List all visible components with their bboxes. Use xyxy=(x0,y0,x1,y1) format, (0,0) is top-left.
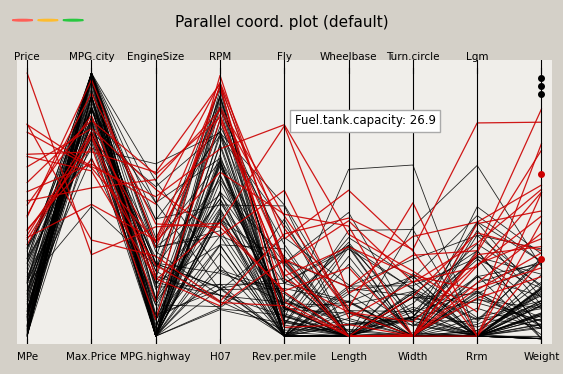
Text: RPM: RPM xyxy=(209,52,231,62)
Text: Rev.per.mile: Rev.per.mile xyxy=(252,352,316,362)
Text: MPG.city: MPG.city xyxy=(69,52,114,62)
Text: Weight: Weight xyxy=(523,352,560,362)
Text: Turn.circle: Turn.circle xyxy=(386,52,440,62)
Text: Fly: Fly xyxy=(277,52,292,62)
Text: Lgm: Lgm xyxy=(466,52,489,62)
Text: Rrm: Rrm xyxy=(466,352,488,362)
Text: Price: Price xyxy=(15,52,40,62)
Text: Parallel coord. plot (default): Parallel coord. plot (default) xyxy=(175,15,388,30)
Text: MPe: MPe xyxy=(17,352,38,362)
Text: H07: H07 xyxy=(209,352,230,362)
Text: Max.Price: Max.Price xyxy=(66,352,117,362)
Text: Fuel.tank.capacity: 26.9: Fuel.tank.capacity: 26.9 xyxy=(294,114,436,128)
Text: Wheelbase: Wheelbase xyxy=(320,52,377,62)
Circle shape xyxy=(63,19,83,21)
Circle shape xyxy=(38,19,58,21)
Text: Width: Width xyxy=(397,352,428,362)
Text: EngineSize: EngineSize xyxy=(127,52,184,62)
Text: Length: Length xyxy=(330,352,367,362)
Circle shape xyxy=(12,19,33,21)
Text: MPG.highway: MPG.highway xyxy=(120,352,191,362)
